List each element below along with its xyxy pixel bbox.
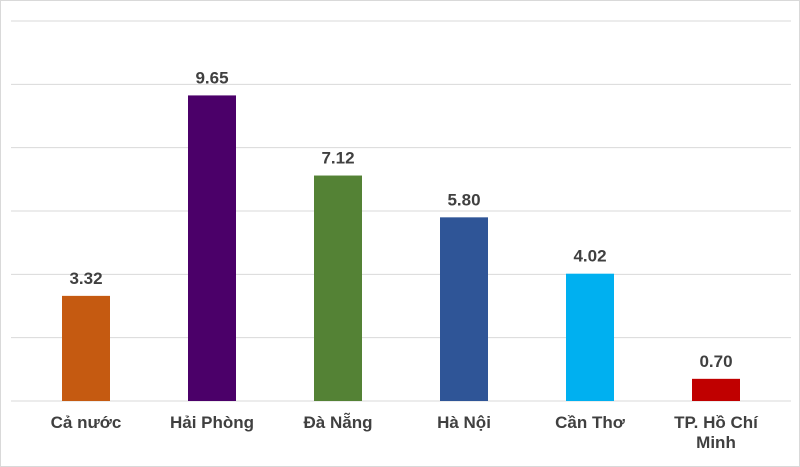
x-tick-label: Hà Nội [437,413,491,432]
x-tick-label: Hải Phòng [169,413,255,432]
value-label: 5.80 [447,190,480,209]
value-label: 0.70 [699,352,732,371]
x-tick-label: Đà Nẵng [303,413,373,432]
value-label: 4.02 [573,247,606,266]
x-tick-label: TP. Hồ Chí Minh [674,413,758,452]
x-tick-label: Cả nước [50,413,122,432]
bar [692,378,740,401]
bar [314,175,362,401]
x-tick-label: Cần Thơ [555,413,625,432]
value-label: 3.32 [69,269,102,288]
bar [566,273,614,401]
value-label: 9.65 [195,68,228,87]
bar [188,95,236,402]
value-label: 7.12 [321,149,354,168]
bar [440,217,488,401]
bar [62,295,110,401]
